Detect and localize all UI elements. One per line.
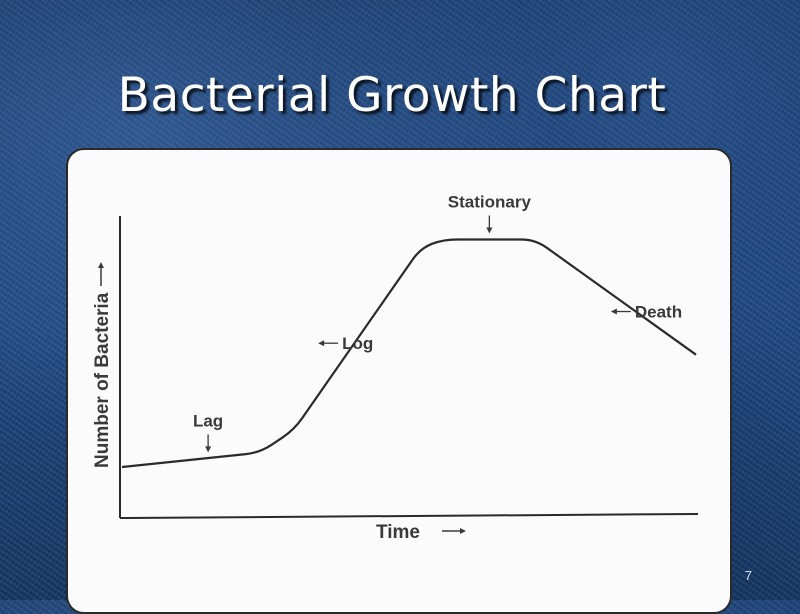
phase-label-lag: Lag: [193, 411, 223, 430]
growth-curve-line: [121, 238, 697, 469]
phase-label-stationary: Stationary: [448, 193, 532, 212]
growth-curve-point: [120, 465, 124, 469]
chart-panel: Lag Log Stationary Death Time Number of Bac…: [66, 148, 732, 614]
growth-curve-point: [258, 451, 262, 455]
phase-label-death: Death: [635, 303, 682, 322]
phase-arrowhead: [318, 340, 325, 347]
phase-arrowhead: [205, 446, 212, 453]
series-layer: [120, 238, 698, 469]
bacterial-growth-chart: Lag Log Stationary Death Time Number of Bac…: [92, 193, 699, 543]
x-axis-line: [119, 513, 699, 519]
growth-curve-point: [533, 238, 537, 242]
y-axis-label: Number of Bacteria: [92, 292, 113, 468]
phase-arrowhead: [610, 308, 617, 315]
slide-number: 7: [744, 568, 752, 583]
axis-label-layer: Time Number of Bacteria: [92, 262, 466, 543]
growth-curve-point: [694, 353, 698, 357]
phase-label-log: Log: [342, 334, 373, 353]
phase-annotation-lag: Lag: [193, 411, 223, 453]
growth-curve-point: [418, 246, 422, 250]
phase-annotation-log: Log: [318, 334, 373, 353]
phase-annotation-death: Death: [610, 303, 682, 322]
axes-layer: [119, 216, 699, 519]
growth-curve-point: [292, 428, 296, 432]
phase-arrowhead: [486, 227, 493, 234]
slide-title: Bacterial Growth Chart: [117, 68, 667, 123]
growth-curve-point: [441, 238, 445, 242]
y-axis-label-arrowhead: [98, 262, 104, 268]
phase-annotation-stationary: Stationary: [448, 193, 532, 234]
x-axis-label-arrowhead: [460, 528, 466, 534]
annotation-layer: Lag Log Stationary Death: [193, 193, 682, 453]
x-axis-label: Time: [376, 522, 420, 543]
